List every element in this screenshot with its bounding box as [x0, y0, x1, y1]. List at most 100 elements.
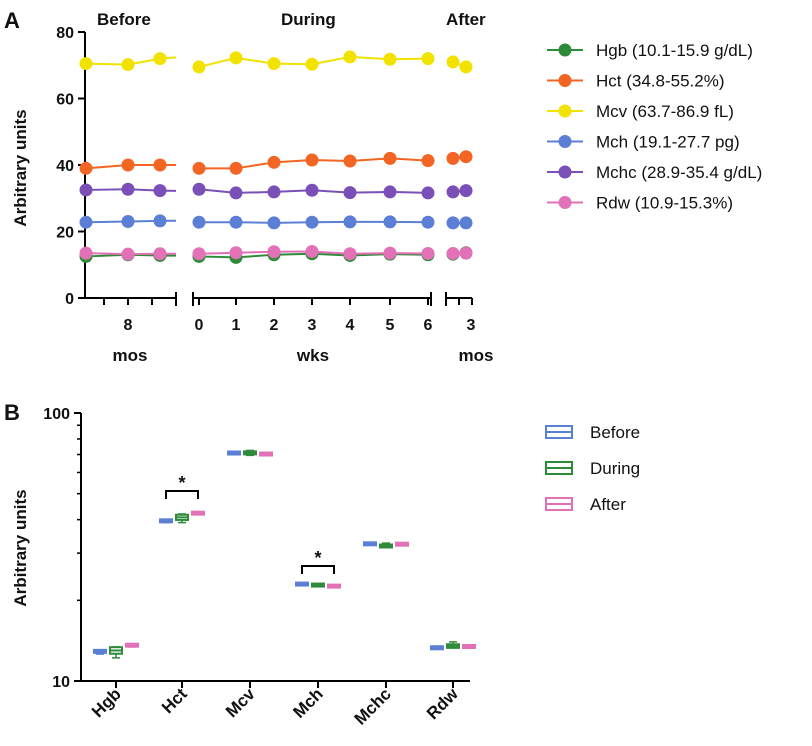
a-data-point: [121, 182, 135, 196]
panel-b-x-axis: Hgb Hct Mcv Mch Mchc Rdw: [81, 680, 470, 729]
a-x-tick-label: 5: [386, 317, 395, 334]
a-data-point: [267, 155, 281, 169]
a-data-point: [383, 246, 397, 260]
a-data-point: [192, 161, 206, 175]
b-legend-label: During: [590, 459, 640, 478]
a-series-line: [85, 188, 177, 192]
a-data-point: [121, 158, 135, 172]
a-data-point: [446, 246, 460, 260]
a-y-tick-label: 80: [56, 25, 74, 42]
a-series-2: [79, 50, 473, 74]
a-data-point: [192, 247, 206, 261]
a-data-point: [153, 52, 167, 66]
a-x-tick-label: 8: [124, 317, 133, 334]
a-data-point: [121, 247, 135, 261]
a-data-point: [267, 216, 281, 230]
a-data-point: [267, 185, 281, 199]
b-significance-label: *: [178, 473, 185, 493]
a-data-point: [305, 215, 319, 229]
b-x-tick-label: Mchc: [351, 684, 395, 728]
panel-b-ylabel: Arbitrary units: [11, 489, 30, 606]
a-x-tick-label: 3: [467, 317, 476, 334]
panel-a-ylabel: Arbitrary units: [11, 109, 30, 226]
a-data-point: [229, 161, 243, 175]
b-x-tick-label: Mch: [289, 684, 326, 721]
b-significance-label: *: [314, 548, 321, 568]
a-legend-label: Mch (19.1-27.7 pg): [596, 133, 740, 152]
a-data-point: [446, 216, 460, 230]
a-data-point: [79, 57, 93, 71]
a-series-line: [85, 253, 177, 258]
a-data-point: [421, 52, 435, 66]
a-series-line: [85, 252, 177, 256]
a-data-point: [153, 247, 167, 261]
a-data-point: [305, 244, 319, 258]
a-legend-swatch-marker: [558, 43, 572, 57]
panel-a-series: [79, 50, 473, 264]
a-data-point: [305, 153, 319, 167]
a-data-point: [343, 154, 357, 168]
a-data-point: [383, 185, 397, 199]
a-x-tick-label: 0: [195, 317, 204, 334]
b-legend-label: Before: [590, 423, 640, 442]
a-data-point: [79, 215, 93, 229]
a-data-point: [229, 186, 243, 200]
a-x-group-label: mos: [459, 346, 494, 365]
a-data-point: [446, 55, 460, 69]
panel-b-y-axis: 10 100: [43, 406, 82, 691]
a-data-point: [343, 247, 357, 261]
a-data-point: [229, 51, 243, 65]
a-data-point: [421, 246, 435, 260]
b-significance-bracket: [301, 565, 335, 574]
a-legend-label: Mchc (28.9-35.4 g/dL): [596, 163, 762, 182]
a-data-point: [343, 215, 357, 229]
b-y-tick-label: 100: [43, 406, 70, 423]
a-data-point: [383, 151, 397, 165]
a-data-point: [421, 154, 435, 168]
a-legend-label: Hct (34.8-55.2%): [596, 72, 725, 91]
a-legend-swatch-marker: [558, 135, 572, 148]
a-data-point: [446, 151, 460, 165]
a-legend-swatch-marker: [558, 104, 572, 118]
a-data-point: [383, 215, 397, 229]
b-x-tick-label: Hgb: [88, 684, 125, 721]
a-data-point: [79, 161, 93, 175]
a-legend-label: Rdw (10.9-15.3%): [596, 194, 733, 213]
a-data-point: [153, 158, 167, 172]
panel-b-label: B: [4, 400, 20, 425]
a-data-point: [383, 52, 397, 66]
a-y-tick-label: 60: [56, 92, 74, 109]
a-legend-label: Hgb (10.1-15.9 g/dL): [596, 41, 753, 60]
a-y-tick-label: 0: [65, 291, 74, 308]
a-series-line: [85, 56, 177, 66]
a-data-point: [421, 186, 435, 200]
phase-label-during: During: [281, 10, 336, 29]
a-series-1: [79, 150, 473, 175]
a-data-point: [79, 246, 93, 260]
a-legend-label: Mcv (63.7-86.9 fL): [596, 102, 734, 121]
panel-a-legend: Hgb (10.1-15.9 g/dL) Hct (34.8-55.2%) Mcv …: [547, 41, 762, 213]
a-series-4: [79, 182, 473, 200]
a-data-point: [192, 215, 206, 229]
a-data-point: [192, 60, 206, 74]
a-data-point: [305, 183, 319, 197]
b-legend-label: After: [590, 495, 626, 514]
b-significance-bracket: [165, 490, 199, 499]
a-x-group-label: wks: [296, 346, 329, 365]
a-data-point: [267, 57, 281, 71]
a-data-point: [459, 184, 473, 198]
panel-b-significance: **: [165, 473, 335, 574]
b-x-tick-label: Hct: [158, 684, 191, 717]
a-data-point: [121, 215, 135, 229]
a-data-point: [459, 246, 473, 260]
b-y-tick-label: 10: [52, 674, 70, 691]
a-data-point: [229, 246, 243, 260]
a-data-point: [421, 215, 435, 229]
a-data-point: [343, 50, 357, 64]
a-data-point: [459, 150, 473, 164]
a-data-point: [459, 216, 473, 230]
a-data-point: [459, 60, 473, 74]
b-x-tick-label: Mcv: [222, 684, 259, 721]
a-data-point: [153, 184, 167, 198]
